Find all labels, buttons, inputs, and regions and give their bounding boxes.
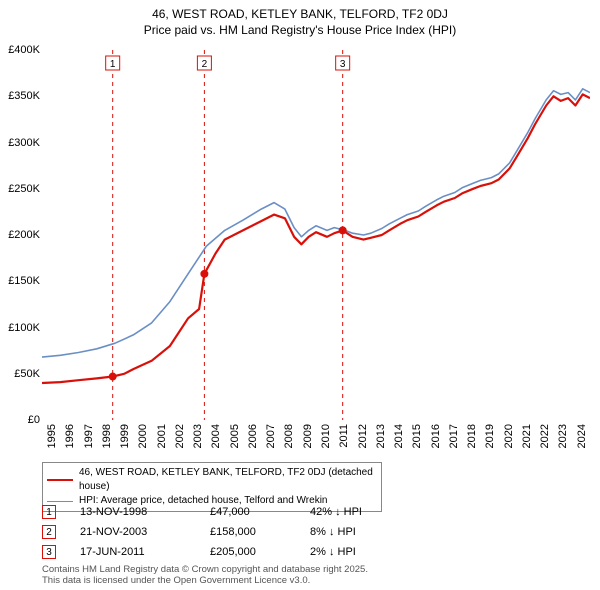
x-tick-label: 2001 [156,424,168,448]
x-tick-label: 2020 [503,424,515,448]
x-tick-label: 2018 [466,424,478,448]
x-tick-label: 1997 [83,424,95,448]
footer-attribution: Contains HM Land Registry data © Crown c… [42,564,368,587]
chart-title: 46, WEST ROAD, KETLEY BANK, TELFORD, TF2… [0,0,600,38]
title-line1: 46, WEST ROAD, KETLEY BANK, TELFORD, TF2… [0,6,600,22]
sale-delta: 42% ↓ HPI [310,506,410,518]
x-tick-label: 2003 [192,424,204,448]
svg-text:3: 3 [340,59,346,70]
sale-marker-icon: 3 [42,545,56,559]
sale-price: £205,000 [210,546,310,558]
legend-label: 46, WEST ROAD, KETLEY BANK, TELFORD, TF2… [79,466,377,494]
title-line2: Price paid vs. HM Land Registry's House … [0,22,600,38]
x-tick-label: 2023 [557,424,569,448]
sale-price: £158,000 [210,526,310,538]
x-tick-label: 1999 [119,424,131,448]
sale-date: 21-NOV-2003 [80,526,210,538]
sale-date: 17-JUN-2011 [80,546,210,558]
sales-table: 1 13-NOV-1998£47,00042% ↓ HPI 2 21-NOV-2003… [42,502,410,562]
x-tick-label: 2002 [174,424,186,448]
sales-row: 1 13-NOV-1998£47,00042% ↓ HPI [42,502,410,522]
legend-item-price-paid: 46, WEST ROAD, KETLEY BANK, TELFORD, TF2… [47,466,377,494]
footer-line2: This data is licensed under the Open Gov… [42,575,368,586]
y-tick-label: £150K [4,275,40,287]
x-tick-label: 2000 [137,424,149,448]
x-tick-label: 2005 [229,424,241,448]
footer-line1: Contains HM Land Registry data © Crown c… [42,564,368,575]
x-tick-label: 2008 [283,424,295,448]
x-tick-label: 2007 [265,424,277,448]
y-tick-label: £250K [4,183,40,195]
y-tick-label: £0 [4,414,40,426]
x-tick-label: 1996 [64,424,76,448]
y-tick-label: £50K [4,368,40,380]
x-tick-label: 2011 [338,424,350,448]
sale-price: £47,000 [210,506,310,518]
x-tick-label: 2004 [210,424,222,448]
sales-row: 3 17-JUN-2011£205,0002% ↓ HPI [42,542,410,562]
y-tick-label: £350K [4,90,40,102]
y-tick-label: £400K [4,44,40,56]
x-tick-label: 2012 [357,424,369,448]
legend-swatch [47,479,73,481]
x-tick-label: 2014 [393,424,405,448]
x-tick-label: 2009 [302,424,314,448]
svg-text:2: 2 [202,59,208,70]
sale-marker-icon: 1 [42,505,56,519]
x-tick-label: 1998 [101,424,113,448]
x-tick-label: 2024 [576,424,588,448]
chart-plot: 1 2 3 [42,50,590,420]
sale-delta: 8% ↓ HPI [310,526,410,538]
svg-text:1: 1 [110,59,116,70]
x-tick-label: 2022 [539,424,551,448]
y-tick-label: £100K [4,322,40,334]
y-tick-label: £200K [4,229,40,241]
x-tick-label: 1995 [46,424,58,448]
sale-date: 13-NOV-1998 [80,506,210,518]
x-tick-label: 2006 [247,424,259,448]
y-tick-label: £300K [4,137,40,149]
x-tick-label: 2021 [521,424,533,448]
sales-row: 2 21-NOV-2003£158,0008% ↓ HPI [42,522,410,542]
x-tick-label: 2019 [484,424,496,448]
chart-container: 46, WEST ROAD, KETLEY BANK, TELFORD, TF2… [0,0,600,590]
sale-marker-icon: 2 [42,525,56,539]
x-tick-label: 2015 [411,424,423,448]
sale-delta: 2% ↓ HPI [310,546,410,558]
x-tick-label: 2017 [448,424,460,448]
x-tick-label: 2010 [320,424,332,448]
x-tick-label: 2016 [430,424,442,448]
x-tick-label: 2013 [375,424,387,448]
